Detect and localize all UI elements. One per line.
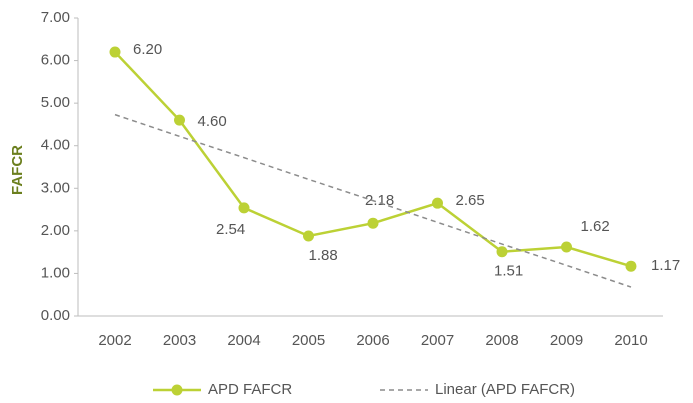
data-label: 2.18 xyxy=(365,192,394,209)
x-tick-label: 2010 xyxy=(614,332,647,349)
x-tick-label: 2007 xyxy=(421,332,454,349)
point xyxy=(109,46,121,58)
data-label: 1.62 xyxy=(581,218,610,235)
data-label: 4.60 xyxy=(198,113,227,130)
point xyxy=(238,202,250,214)
y-tick-label: 7.00 xyxy=(41,9,70,26)
x-tick-label: 2005 xyxy=(292,332,325,349)
point xyxy=(625,260,637,272)
x-tick-label: 2003 xyxy=(163,332,196,349)
point xyxy=(367,217,379,229)
point xyxy=(303,230,314,242)
series-line xyxy=(114,51,632,268)
y-axis-label: FAFCR xyxy=(9,145,26,195)
data-label: 2.54 xyxy=(216,221,245,238)
y-tick-label: 1.00 xyxy=(41,264,70,281)
data-label: 1.51 xyxy=(494,263,523,280)
x-tick-label: 2002 xyxy=(98,332,131,349)
y-tick-label: 2.00 xyxy=(41,222,70,239)
legend-marker xyxy=(171,384,183,396)
y-tick-label: 3.00 xyxy=(41,179,70,196)
legend-label: APD FAFCR xyxy=(208,381,292,398)
y-tick-label: 5.00 xyxy=(41,94,70,111)
series-line xyxy=(114,113,632,288)
legend-label: Linear (APD FAFCR) xyxy=(435,381,575,398)
x-tick-label: 2009 xyxy=(550,332,583,349)
data-label: 1.88 xyxy=(309,247,338,264)
x-tick-label: 2006 xyxy=(356,332,389,349)
point xyxy=(174,114,185,126)
point xyxy=(561,241,572,253)
y-tick-label: 4.00 xyxy=(41,137,70,154)
point xyxy=(432,197,443,209)
x-tick-label: 2004 xyxy=(227,332,260,349)
y-tick-label: 0.00 xyxy=(41,307,70,324)
data-label: 6.20 xyxy=(133,41,162,58)
y-tick-label: 6.00 xyxy=(41,52,70,69)
point xyxy=(496,246,508,258)
data-label: 1.17 xyxy=(651,257,680,274)
data-label: 2.65 xyxy=(456,192,485,209)
x-tick-label: 2008 xyxy=(485,332,518,349)
